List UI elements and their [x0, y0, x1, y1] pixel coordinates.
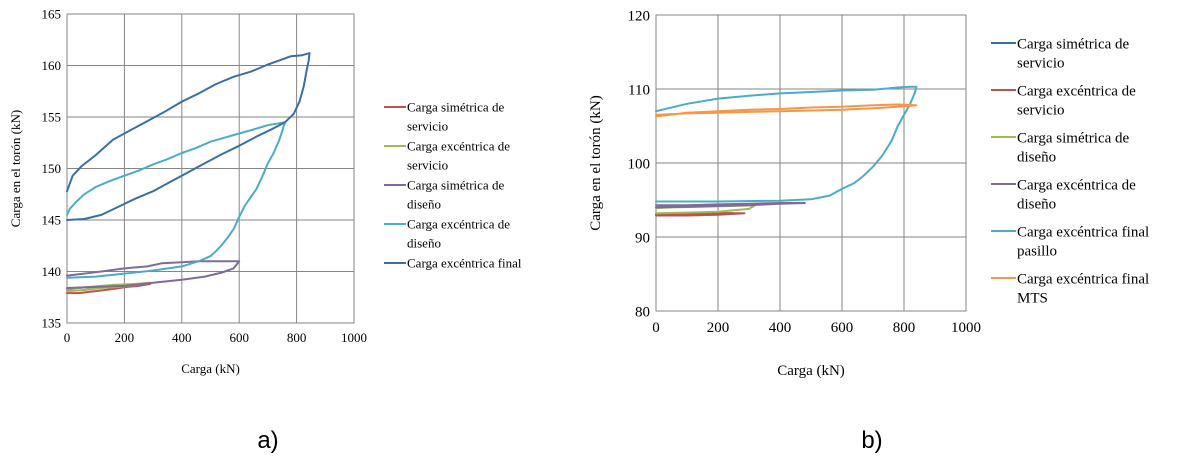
legend-label: Carga excéntrica final [1017, 224, 1149, 240]
chart-b: 0 200 400 600 800 1000 80 90 100 110 120 Carga (kN)… [588, 8, 1149, 379]
legend-label: Carga simétrica de [407, 178, 504, 193]
legend-label: Carga excéntrica de [407, 139, 510, 154]
x-tick-label: 200 [707, 320, 730, 336]
x-tick-label: 1000 [341, 330, 367, 345]
x-axis-label: Carga (kN) [181, 361, 240, 376]
panel-label-b: b) [861, 427, 882, 454]
legend-label: Carga simétrica de [1017, 36, 1130, 52]
y-tick-label: 145 [42, 213, 62, 228]
legend-label: Carga simétrica de [1017, 130, 1130, 146]
y-tick-label: 120 [628, 8, 651, 24]
legend-label: servicio [407, 119, 448, 134]
series-line [66, 260, 241, 289]
legend-label: MTS [1017, 290, 1048, 306]
x-tick-label: 400 [172, 330, 192, 345]
y-tick-label: 100 [628, 156, 651, 172]
y-tick-label: 80 [635, 304, 650, 320]
x-tick-label: 400 [769, 320, 792, 336]
legend-label: servicio [407, 158, 448, 173]
chart-a: 0 200 400 600 800 1000 135 140 145 150 155 160 165 Ca… [8, 7, 522, 376]
legend-label: servicio [1017, 55, 1064, 71]
series-line [655, 85, 918, 203]
panel-label-a: a) [257, 427, 278, 454]
legend-label: Carga excéntrica de [407, 217, 510, 232]
legend-label: Carga simétrica de [407, 100, 504, 115]
legend-label: servicio [1017, 102, 1064, 118]
x-tick-label: 800 [287, 330, 307, 345]
legend-label: Carga excéntrica de [1017, 177, 1136, 193]
y-tick-label: 135 [42, 316, 62, 331]
y-tick-label: 90 [635, 230, 650, 246]
y-tick-label: 110 [628, 82, 650, 98]
x-axis-label: Carga (kN) [777, 363, 845, 379]
x-tick-label: 200 [115, 330, 135, 345]
legend-label: diseño [407, 236, 441, 251]
series-line [655, 212, 746, 217]
y-tick-label: 150 [42, 161, 62, 176]
x-tick-label: 800 [893, 320, 916, 336]
legend: Carga simétrica de servicio Carga excéntri… [991, 36, 1149, 306]
legend-label: diseño [1017, 149, 1056, 165]
legend-label: Carga excéntrica final [1017, 271, 1149, 287]
x-tick-label: 0 [652, 320, 660, 336]
legend-label: Carga excéntrica final [407, 256, 522, 271]
legend-label: diseño [1017, 196, 1056, 212]
legend-label: Carga excéntrica de [1017, 83, 1136, 99]
x-tick-label: 600 [831, 320, 854, 336]
y-tick-label: 160 [42, 58, 62, 73]
y-axis-label: Carga en el torón (kN) [588, 95, 604, 231]
series-line [66, 52, 311, 221]
y-axis-label: Carga en el torón (kN) [8, 110, 23, 227]
series-line [655, 202, 806, 209]
x-tick-label: 0 [64, 330, 71, 345]
legend-label: diseño [407, 197, 441, 212]
legend: Carga simétrica de servicio Carga excéntri… [384, 100, 522, 271]
series-line [66, 121, 287, 279]
x-tick-label: 1000 [951, 320, 981, 336]
legend-label: pasillo [1017, 243, 1057, 259]
y-tick-label: 165 [42, 7, 62, 22]
series-line [655, 103, 918, 118]
x-tick-label: 600 [229, 330, 249, 345]
y-tick-label: 140 [42, 264, 62, 279]
y-tick-label: 155 [42, 110, 62, 125]
